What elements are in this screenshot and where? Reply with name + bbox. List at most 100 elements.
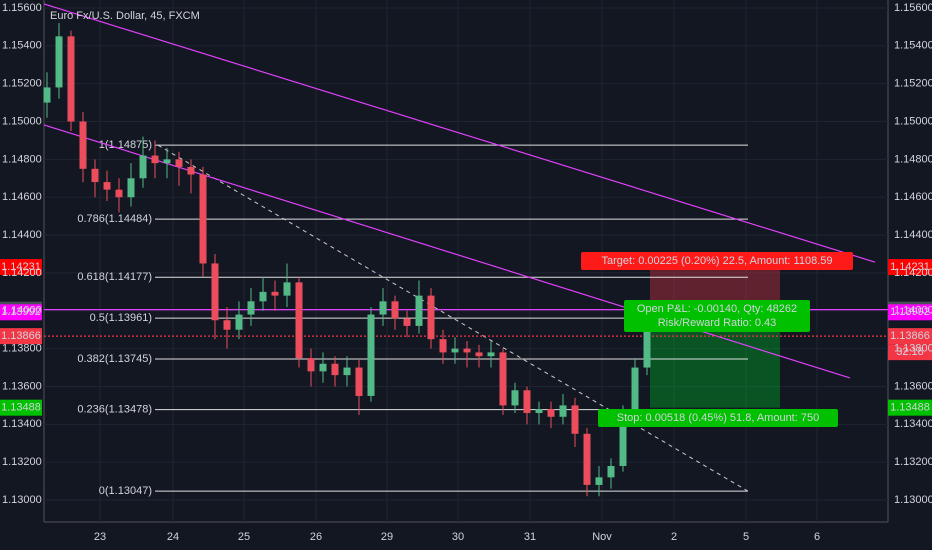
x-tick-label: 6 (814, 531, 820, 543)
pnl-label-text: Open P&L: -0.00140, Qty: 48262 (637, 303, 797, 315)
y-tick-label-left: 1.14400 (2, 229, 42, 241)
fib-trend-line (157, 144, 749, 492)
price-badge (888, 259, 932, 276)
price-badge-text: 1.14231 (1, 261, 41, 273)
candle-body (631, 367, 639, 415)
y-tick-label-left: 1.15600 (2, 2, 42, 14)
price-badge (888, 399, 932, 416)
y-tick-label-right: 1.13400 (894, 418, 932, 430)
price-badge (888, 328, 932, 345)
x-tick-label: 26 (310, 531, 322, 543)
y-tick-label-right: 1.13800 (894, 343, 932, 355)
y-tick-label-right: 1.14800 (894, 153, 932, 165)
fib-label: 0.618(1.14177) (77, 271, 152, 283)
candle-body (451, 348, 459, 353)
target-label-box (581, 252, 853, 271)
stop-label-text: Stop: 0.00518 (0.45%) 51.8, Amount: 750 (617, 412, 819, 424)
drawings: 1(1.14875) 0.786(1.14484) 0.618(1.14177) 0.… (43, 3, 888, 497)
candle-body (259, 291, 267, 302)
x-tick-label: 25 (238, 531, 250, 543)
candle-body (571, 405, 579, 434)
candle-body (379, 301, 387, 315)
fib-label: 0.236(1.13478) (77, 403, 152, 415)
price-badge (0, 259, 42, 276)
candle-body (139, 155, 147, 179)
candle-body (559, 405, 567, 417)
trend-line (43, 3, 876, 263)
candle-body (235, 314, 243, 330)
candle-body (499, 352, 507, 406)
candle-body (475, 352, 483, 357)
candle-body (127, 178, 135, 198)
x-tick-label: 2 (671, 531, 677, 543)
candle-body (583, 433, 591, 485)
candle-body (79, 121, 87, 169)
price-badge-text: 1.13866 (890, 330, 930, 342)
x-tick-label: 31 (524, 531, 536, 543)
candle-body (427, 295, 435, 340)
candle-body (511, 390, 519, 406)
x-tick-label: Nov (592, 531, 612, 543)
candle-body (523, 390, 531, 413)
target-label-text: Target: 0.00225 (0.20%) 22.5, Amount: 11… (602, 255, 833, 267)
y-tick-label-right: 1.13600 (894, 380, 932, 392)
stop-label-box (598, 409, 838, 427)
trend-line (43, 124, 851, 379)
x-tick-label: 30 (452, 531, 464, 543)
candle-body (163, 159, 171, 164)
candle-body (439, 339, 447, 353)
candle-body (199, 174, 207, 264)
candle-body (343, 367, 351, 376)
y-tick-label-right: 1.14000 (894, 305, 932, 317)
y-tick-label-right: 1.15200 (894, 78, 932, 90)
candle-body (367, 314, 375, 396)
fib-label: 0.5(1.13961) (90, 312, 152, 324)
fib-label: 0.786(1.14484) (77, 213, 152, 225)
candle-body (487, 352, 495, 357)
candle-body (307, 358, 315, 372)
y-tick-label-right: 1.14200 (894, 267, 932, 279)
candle-body (271, 291, 279, 296)
chart-title: Euro Fx/U.S. Dollar, 45, FXCM (50, 10, 200, 22)
y-tick-label-left: 1.13200 (2, 456, 42, 468)
price-badge (0, 304, 42, 321)
y-tick-label-left: 1.14000 (2, 305, 42, 317)
candle-body (91, 168, 99, 183)
fib-label: 0(1.13047) (99, 485, 152, 497)
y-tick-label-right: 1.15000 (894, 115, 932, 127)
x-tick-label: 23 (94, 531, 106, 543)
candle-body (643, 312, 651, 368)
countdown-badge (888, 344, 932, 361)
candle-body (415, 295, 423, 326)
y-tick-label-left: 1.13800 (2, 343, 42, 355)
candle-body (331, 363, 339, 376)
candle-body (295, 282, 303, 359)
candle-body (55, 36, 63, 88)
y-tick-label-right: 1.13000 (894, 494, 932, 506)
y-tick-label-right: 1.15400 (894, 40, 932, 52)
y-tick-label-right: 1.14400 (894, 229, 932, 241)
candle-body (595, 477, 603, 485)
price-badge-text: 1.13488 (1, 402, 41, 414)
y-tick-label-right: 1.14600 (894, 191, 932, 203)
candle-body (607, 465, 615, 478)
candle-body (187, 166, 195, 175)
price-badge-text: 1.14231 (890, 261, 930, 273)
x-tick-label: 5 (743, 531, 749, 543)
candle-body (319, 363, 327, 372)
y-tick-label-right: 1.15600 (894, 2, 932, 14)
x-tick-label: 24 (167, 531, 179, 543)
y-tick-label-left: 1.13400 (2, 418, 42, 430)
y-tick-label-right: 1.13200 (894, 456, 932, 468)
candle-body (355, 367, 363, 396)
candle-body (391, 301, 399, 319)
candle-body (67, 36, 75, 122)
price-badge (888, 304, 932, 321)
y-tick-label-left: 1.14200 (2, 267, 42, 279)
overlays: Target: 0.00225 (0.20%) 22.5, Amount: 11… (0, 252, 932, 427)
candle-body (223, 320, 231, 330)
pnl-label-text: Risk/Reward Ratio: 0.43 (658, 317, 777, 329)
candle-body (43, 87, 51, 103)
